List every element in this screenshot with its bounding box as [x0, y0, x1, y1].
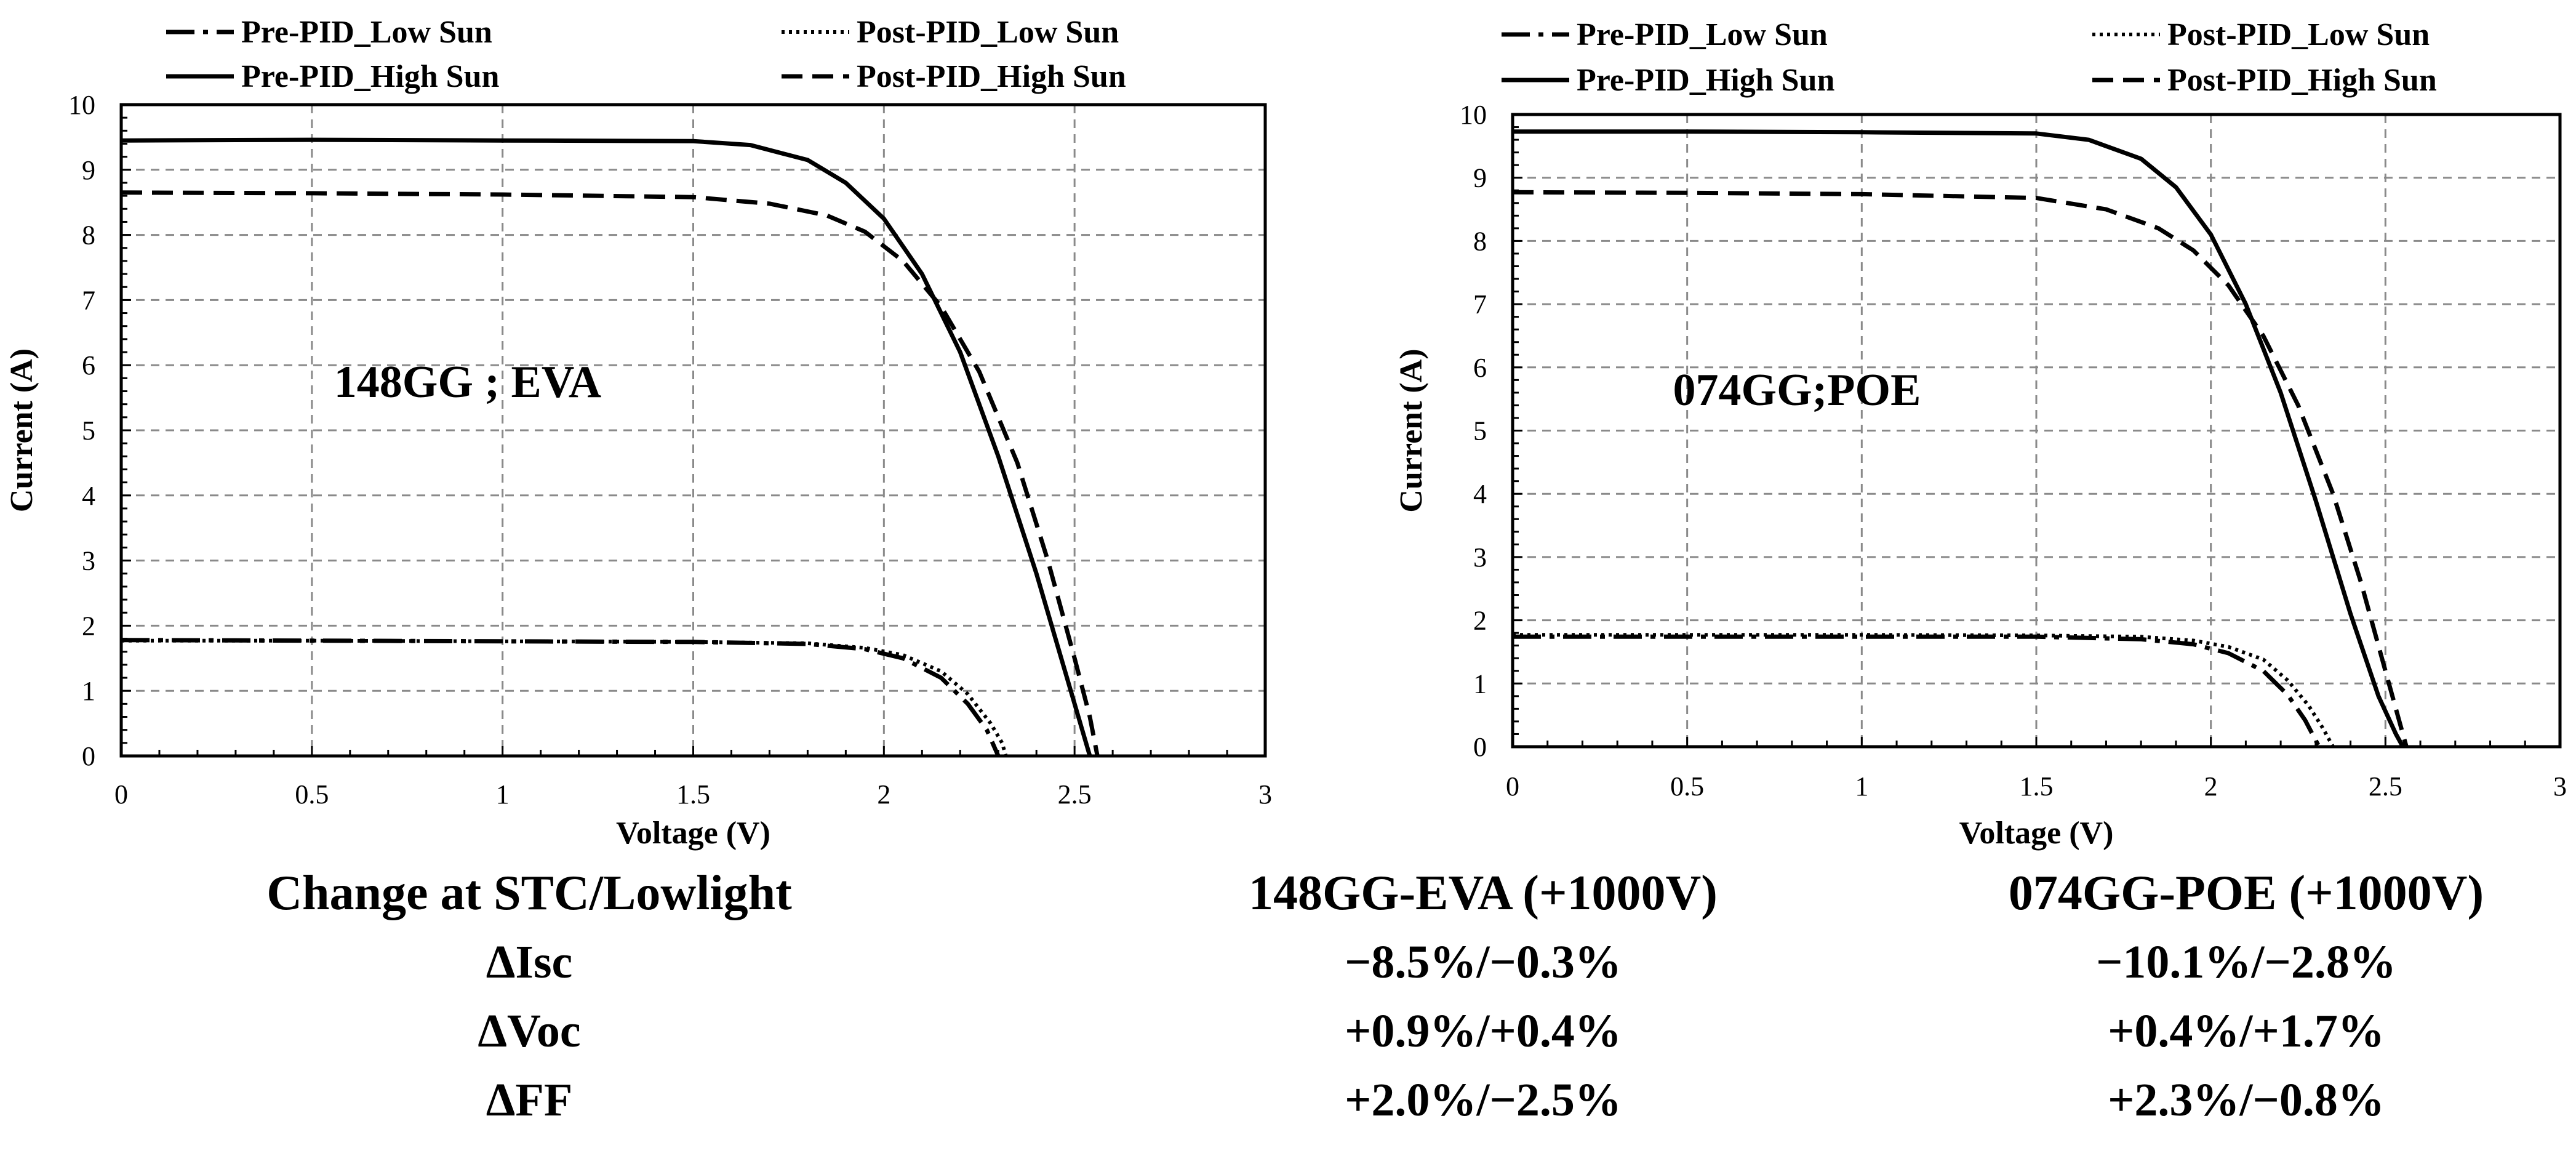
legend-label: Pre-PID_Low Sun: [241, 15, 492, 50]
table-header-row: Change at STC/Lowlight 148GG-EVA (+1000V…: [0, 859, 2576, 928]
table-header-cell: Change at STC/Lowlight: [266, 866, 792, 920]
x-tick-label: 2: [2204, 771, 2218, 801]
series-line-pre-pid-high-sun: [1513, 129, 2405, 748]
y-tick-label: 5: [1473, 416, 1487, 446]
legend-label: Post-PID_Low Sun: [857, 15, 1119, 50]
y-axis-title: Current (A): [1394, 348, 1429, 512]
x-tick-label: 1.5: [2020, 771, 2054, 801]
legend-label: Post-PID_Low Sun: [2167, 17, 2430, 52]
x-tick-label: 1.5: [676, 779, 710, 810]
table-cell: +2.0%/−2.5%: [1345, 1074, 1622, 1126]
table-cell: ΔFF: [486, 1074, 573, 1126]
y-tick-label: 3: [82, 546, 95, 576]
x-tick-label: 0: [114, 779, 128, 810]
table-row: ΔIsc −8.5%/−0.3% −10.1%/−2.8%: [0, 928, 2576, 997]
y-tick-label: 4: [82, 481, 95, 511]
series-line-post-pid-low-sun: [121, 638, 1008, 757]
y-axis-title: Current (A): [4, 348, 39, 512]
y-tick-label: 8: [82, 220, 95, 251]
legend-label: Post-PID_High Sun: [857, 59, 1126, 94]
results-table: Change at STC/Lowlight 148GG-EVA (+1000V…: [0, 859, 2576, 1153]
y-tick-label: 5: [82, 416, 95, 446]
y-tick-label: 0: [82, 741, 95, 771]
x-tick-label: 3: [2553, 771, 2567, 801]
y-tick-label: 8: [1473, 226, 1487, 256]
series-line-pre-pid-low-sun: [121, 638, 1001, 757]
y-tick-label: 2: [1473, 606, 1487, 636]
series-line-pre-pid-low-sun: [1513, 634, 2321, 748]
series-line-post-pid-high-sun: [121, 190, 1100, 757]
table-cell: +0.9%/+0.4%: [1345, 1005, 1622, 1057]
chart-2: 0 0.5 1 1.5 2 2.5 3 0 1 2 3 4 5 6 7 8 9 10 Voltage (V) Curr…: [1394, 17, 2567, 851]
table-row: ΔVoc +0.9%/+0.4% +0.4%/+1.7%: [0, 997, 2576, 1066]
x-tick-label: 2: [877, 779, 890, 810]
x-axis-title: Voltage (V): [1959, 816, 2114, 851]
table-cell: −8.5%/−0.3%: [1345, 936, 1622, 988]
y-tick-label: 9: [82, 155, 95, 185]
x-tick-label: 0: [1506, 771, 1519, 801]
chart-annotation: 148GG ; EVA: [334, 357, 601, 408]
table-cell: ΔVoc: [478, 1005, 581, 1057]
x-tick-label: 2.5: [2369, 771, 2402, 801]
series-line-pre-pid-high-sun: [121, 137, 1092, 757]
y-tick-label: 4: [1473, 479, 1487, 509]
series-line-post-pid-high-sun: [1512, 190, 2409, 747]
table-cell: +0.4%/+1.7%: [2108, 1005, 2385, 1057]
y-tick-label: 10: [68, 90, 95, 120]
chart-1: 0 0.5 1 1.5 2 2.5 3 0 1 2 3 4 5 6 7 8 9 10 Voltage (V) Curr…: [4, 15, 1272, 851]
x-tick-label: 2.5: [1058, 779, 1092, 810]
y-tick-label: 1: [82, 676, 95, 706]
chart-annotation: 074GG;POE: [1673, 365, 1921, 416]
legend-label: Post-PID_High Sun: [2167, 63, 2437, 98]
table-cell: ΔIsc: [486, 936, 573, 988]
legend-label: Pre-PID_Low Sun: [1577, 17, 1828, 52]
legend-label: Pre-PID_High Sun: [1577, 63, 1835, 98]
y-tick-label: 2: [82, 611, 95, 641]
x-tick-label: 1: [496, 779, 510, 810]
y-tick-label: 7: [82, 285, 95, 315]
legend-label: Pre-PID_High Sun: [241, 59, 500, 94]
table-row: ΔFF +2.0%/−2.5% +2.3%/−0.8%: [0, 1066, 2576, 1135]
table-header-cell: 148GG-EVA (+1000V): [1249, 866, 1718, 920]
x-tick-label: 0.5: [295, 779, 329, 810]
y-tick-label: 9: [1473, 163, 1487, 193]
y-tick-label: 10: [1460, 100, 1487, 130]
y-tick-label: 0: [1473, 732, 1487, 762]
x-tick-label: 0.5: [1670, 771, 1704, 801]
table-header-cell: 074GG-POE (+1000V): [2008, 866, 2484, 920]
y-tick-label: 1: [1473, 669, 1487, 699]
table-cell: +2.3%/−0.8%: [2108, 1074, 2385, 1126]
x-tick-label: 3: [1258, 779, 1272, 810]
y-tick-label: 6: [82, 350, 95, 380]
table-cell: −10.1%/−2.8%: [2096, 936, 2396, 988]
y-tick-label: 7: [1473, 289, 1487, 319]
y-tick-label: 6: [1473, 353, 1487, 383]
x-axis-title: Voltage (V): [616, 816, 770, 851]
x-tick-label: 1: [1855, 771, 1868, 801]
y-tick-label: 3: [1473, 542, 1487, 572]
series-line-post-pid-low-sun: [1513, 633, 2335, 748]
